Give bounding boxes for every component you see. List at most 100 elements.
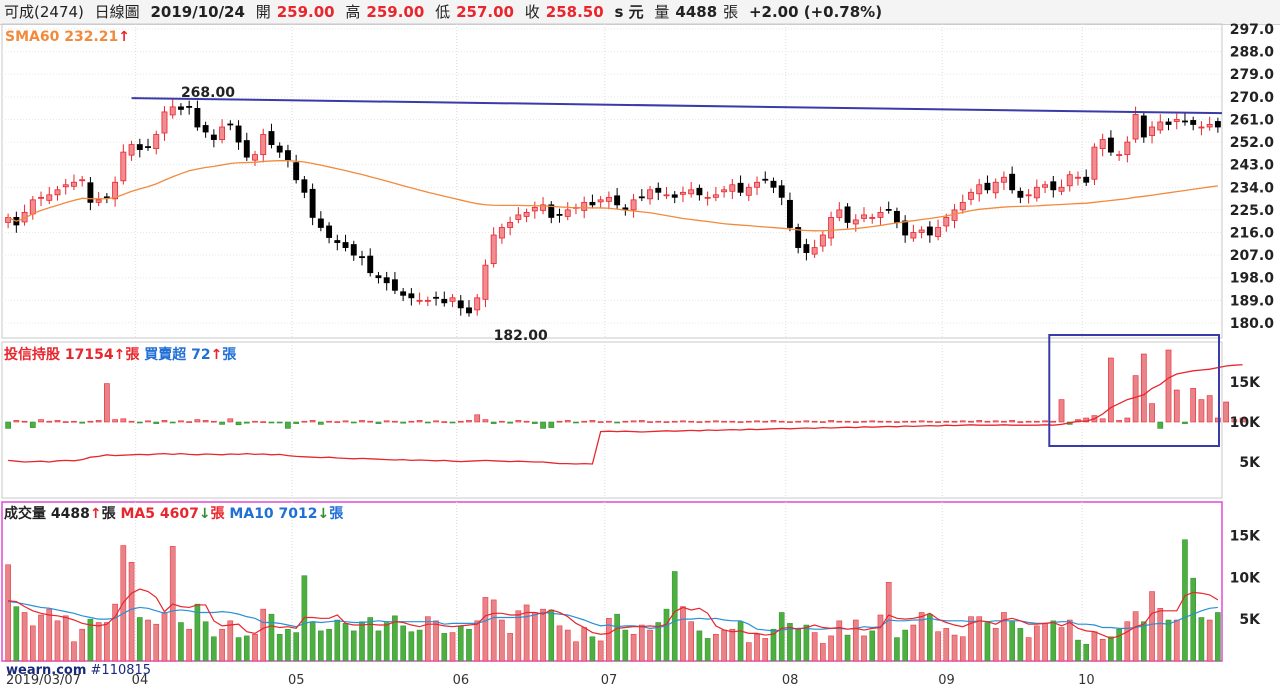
volume-bar [490,599,497,662]
x-tick-label: 05 [288,673,305,688]
candle-body [885,208,892,211]
net-buy-bar [754,420,760,423]
candle-body [655,187,662,193]
net-buy-bar [515,420,522,423]
volume-bar [416,629,423,662]
volume-bar [227,620,234,662]
net-buy-bar [375,421,382,424]
x-tick-label: 06 [453,673,470,688]
net-buy-bar [1198,399,1205,423]
candle-body [334,240,341,243]
candle-body [811,247,818,255]
low-value: 257.00 [456,3,514,21]
volume-bar [976,616,983,662]
volume-label: 量 [654,3,670,21]
volume-bar [795,628,801,662]
volume-bar [573,641,579,662]
currency-label: s 元 [614,3,644,21]
inst-label-part: 買賣超 [144,346,191,363]
volume-bar [581,627,587,662]
high-label: 高 [345,3,361,21]
net-buy-bar [630,420,637,423]
volume-bar [614,613,620,662]
candle-body [507,222,514,228]
volume-bar [21,612,28,662]
sma60-value: 232.21 [64,29,118,45]
net-buy-bar [1239,417,1246,423]
candle-body [531,206,538,212]
volume-bar [606,618,612,662]
inst-y-tick: 15K [1230,375,1261,391]
net-buy-bar [268,421,275,424]
volume-bar [178,622,184,662]
volume-bar [721,629,727,662]
net-buy-bar [309,420,316,423]
volume-bar [861,635,867,662]
candle-body [1099,139,1106,149]
price-y-tick: 252.0 [1230,135,1275,151]
volume-bar [992,628,999,662]
candle-body [1182,120,1188,123]
candle-body [680,191,686,195]
sma60-arrow: ↑ [118,29,130,45]
net-buy-bar [573,421,579,424]
net-buy-bar [787,421,793,423]
net-buy-bar [79,421,86,424]
candle-body [145,146,151,148]
candle-body [581,201,588,211]
candle-body [992,181,999,194]
candle-body [1149,126,1155,136]
open-value: 259.00 [276,3,335,21]
net-buy-bar [235,421,242,426]
candle-body [408,293,415,299]
net-buy-bar [770,420,777,423]
candle-body [235,125,242,143]
net-buy-bar [342,420,349,423]
volume-bar [745,642,752,662]
volume-bar [457,625,464,662]
candle-body [1124,141,1131,156]
candle-body [795,227,802,248]
net-buy-bar [976,420,983,423]
candle-body [276,145,283,153]
volume-bar [1099,638,1106,662]
resistance-trendline [131,97,1223,115]
net-buy-bar [128,420,135,423]
candle-body [861,214,867,219]
candle-body [95,199,102,203]
volume-bar [104,622,110,662]
candle-body [1075,176,1081,179]
volume-bar [5,564,11,662]
net-buy-bar [1009,420,1015,423]
volume-bar [828,635,834,662]
candle-body [498,227,505,239]
net-buy-bar [416,420,423,423]
volume-bar [359,621,365,662]
candle-body [1025,194,1032,197]
net-buy-bar [186,421,193,423]
price-annotation: 182.00 [494,328,548,344]
candle-body [449,297,456,302]
high-value: 259.00 [366,3,425,21]
net-buy-bar [202,420,209,423]
candle-body [704,196,711,199]
price-y-tick: 189.0 [1230,293,1275,309]
net-buy-bar [433,420,439,423]
volume-label-part: MA5 [120,506,159,522]
net-buy-bar [5,421,11,429]
volume-label-part: ↑ [90,506,102,522]
candle-body [120,151,127,182]
candle-body [367,255,374,274]
net-buy-bar [811,420,818,423]
volume-bar [589,636,596,662]
net-buy-bar [836,420,843,423]
volume-bar [564,629,571,662]
volume-bar [95,622,102,662]
net-buy-bar [1116,420,1122,423]
net-buy-bar [1190,388,1197,423]
net-buy-bar [62,421,69,423]
net-buy-bar [778,420,785,423]
volume-bar [1058,627,1065,662]
net-buy-bar [820,421,826,423]
volume-bar [79,628,85,662]
